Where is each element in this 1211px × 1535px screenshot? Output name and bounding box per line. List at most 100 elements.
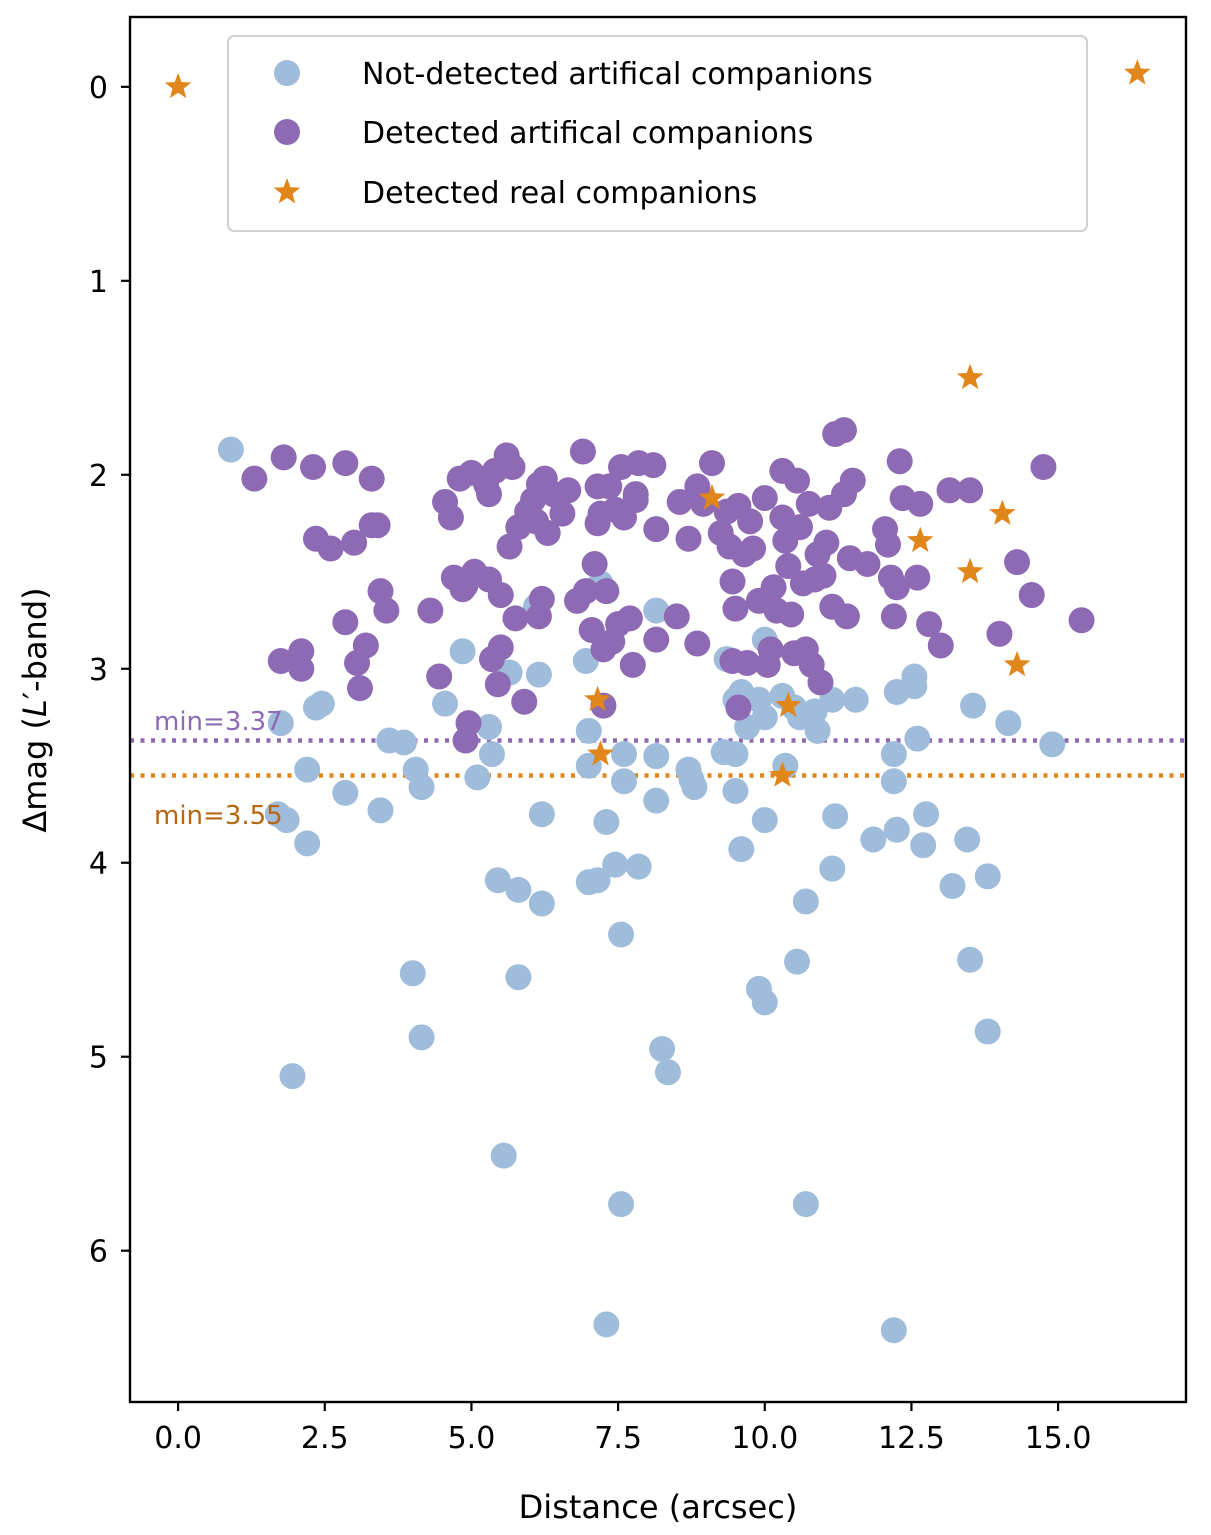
not-detected-point (751, 989, 778, 1016)
detected-point (426, 663, 453, 690)
y-tick-label: 0 (89, 71, 108, 106)
detected-point (332, 609, 359, 636)
detected-point (332, 450, 359, 477)
detected-point (300, 454, 327, 481)
not-detected-point (751, 807, 778, 834)
not-detected-point (608, 921, 635, 948)
not-detected-point (784, 948, 811, 975)
y-tick-label: 5 (89, 1041, 108, 1076)
legend-marker-detected (274, 119, 300, 145)
detected-point (476, 481, 503, 508)
detected-point (1004, 549, 1031, 576)
detected-point (1030, 454, 1057, 481)
not-detected-point (880, 741, 907, 768)
detected-point (725, 694, 752, 721)
detected-point (596, 473, 623, 500)
detected-point (784, 467, 811, 494)
not-detected-point (751, 704, 778, 731)
not-detected-point (279, 1063, 306, 1090)
not-detected-point (610, 768, 637, 795)
detected-point (484, 671, 511, 698)
not-detected-point (593, 1311, 620, 1338)
legend-marker-real (273, 178, 301, 204)
detected-point (417, 597, 444, 624)
detected-point (528, 585, 555, 612)
detected-point (640, 452, 667, 479)
not-detected-point (528, 801, 555, 828)
not-detected-point (367, 797, 394, 824)
not-detected-point (294, 756, 321, 783)
detected-point (734, 649, 761, 676)
detected-point (886, 448, 913, 475)
not-detected-point (643, 597, 670, 624)
detected-point (499, 454, 526, 481)
not-detected-point (476, 713, 503, 740)
real-companion-point (989, 499, 1016, 525)
detected-point (684, 630, 711, 657)
not-detected-point (995, 710, 1022, 737)
detected-point (775, 552, 802, 579)
not-detected-point (643, 787, 670, 814)
real-companion-point (956, 557, 984, 584)
detected-point (936, 477, 963, 504)
detected-point (833, 603, 860, 630)
detected-point (874, 531, 901, 558)
detected-point (839, 467, 866, 494)
not-detected-point (939, 873, 966, 900)
x-tick-label: 7.5 (594, 1421, 642, 1456)
detected-point (437, 504, 464, 531)
not-detected-point (822, 803, 849, 830)
detected-point (807, 669, 834, 696)
detected-point (675, 525, 702, 552)
not-detected-point (904, 725, 931, 752)
real-companion-point (956, 363, 984, 390)
real-companion-point (1123, 59, 1151, 85)
detected-point (786, 514, 813, 541)
detected-point (317, 535, 344, 562)
x-tick-label: 12.5 (878, 1421, 945, 1456)
detected-point (549, 500, 576, 527)
detected-point (572, 578, 599, 605)
detected-point (622, 487, 649, 514)
legend-marker-not-detected (274, 60, 300, 86)
detected-point (487, 634, 514, 661)
series-detected (241, 417, 1095, 754)
not-detected-point (819, 855, 846, 882)
min-detected-real-label: min=3.55 (154, 801, 283, 831)
legend-box (227, 35, 1088, 232)
detected-point (957, 477, 984, 504)
detected-point (904, 564, 931, 591)
not-detected-point (267, 710, 294, 737)
not-detected-point (625, 853, 652, 880)
detected-point (719, 568, 746, 595)
real-companion-point (164, 72, 192, 99)
real-companion-point (906, 526, 934, 553)
not-detected-point (649, 1035, 676, 1062)
not-detected-point (408, 774, 435, 801)
not-detected-point (880, 768, 907, 795)
detected-point (854, 551, 881, 578)
not-detected-point (575, 717, 602, 744)
not-detected-point (608, 1191, 635, 1218)
not-detected-point (643, 743, 670, 770)
detected-point (740, 535, 767, 562)
detected-point (619, 651, 646, 678)
not-detected-point (901, 663, 928, 690)
not-detected-point (399, 960, 426, 987)
not-detected-point (528, 890, 555, 917)
series-real (164, 59, 1151, 787)
detected-point (487, 582, 514, 609)
detected-point (1018, 582, 1045, 609)
not-detected-point (484, 867, 511, 894)
not-detected-point (1039, 731, 1066, 758)
not-detected-point (390, 729, 417, 756)
not-detected-point (883, 816, 910, 843)
not-detected-point (308, 690, 335, 717)
data-points (164, 59, 1151, 1344)
not-detected-point (722, 741, 749, 768)
not-detected-point (860, 826, 887, 853)
not-detected-point (792, 1191, 819, 1218)
legend-label-not-detected: Not-detected artifical companions (362, 57, 873, 92)
not-detected-point (332, 779, 359, 806)
